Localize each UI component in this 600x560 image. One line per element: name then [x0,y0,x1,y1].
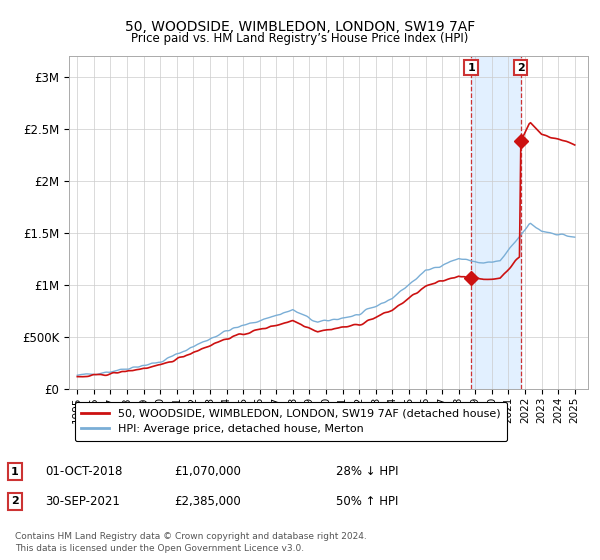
Text: £2,385,000: £2,385,000 [174,494,241,508]
Text: £1,070,000: £1,070,000 [174,465,241,478]
Text: Contains HM Land Registry data © Crown copyright and database right 2024.
This d: Contains HM Land Registry data © Crown c… [15,533,367,553]
Text: 28% ↓ HPI: 28% ↓ HPI [336,465,398,478]
Text: 30-SEP-2021: 30-SEP-2021 [45,494,120,508]
Text: 50% ↑ HPI: 50% ↑ HPI [336,494,398,508]
Bar [471,56,521,389]
Text: 01-OCT-2018: 01-OCT-2018 [45,465,122,478]
Text: 2: 2 [11,496,19,506]
Text: 1: 1 [467,63,475,73]
Text: 2: 2 [517,63,525,73]
Legend: 50, WOODSIDE, WIMBLEDON, LONDON, SW19 7AF (detached house), HPI: Average price, : 50, WOODSIDE, WIMBLEDON, LONDON, SW19 7A… [74,402,507,441]
Text: 50, WOODSIDE, WIMBLEDON, LONDON, SW19 7AF: 50, WOODSIDE, WIMBLEDON, LONDON, SW19 7A… [125,20,475,34]
Text: Price paid vs. HM Land Registry’s House Price Index (HPI): Price paid vs. HM Land Registry’s House … [131,32,469,45]
Text: 1: 1 [11,466,19,477]
